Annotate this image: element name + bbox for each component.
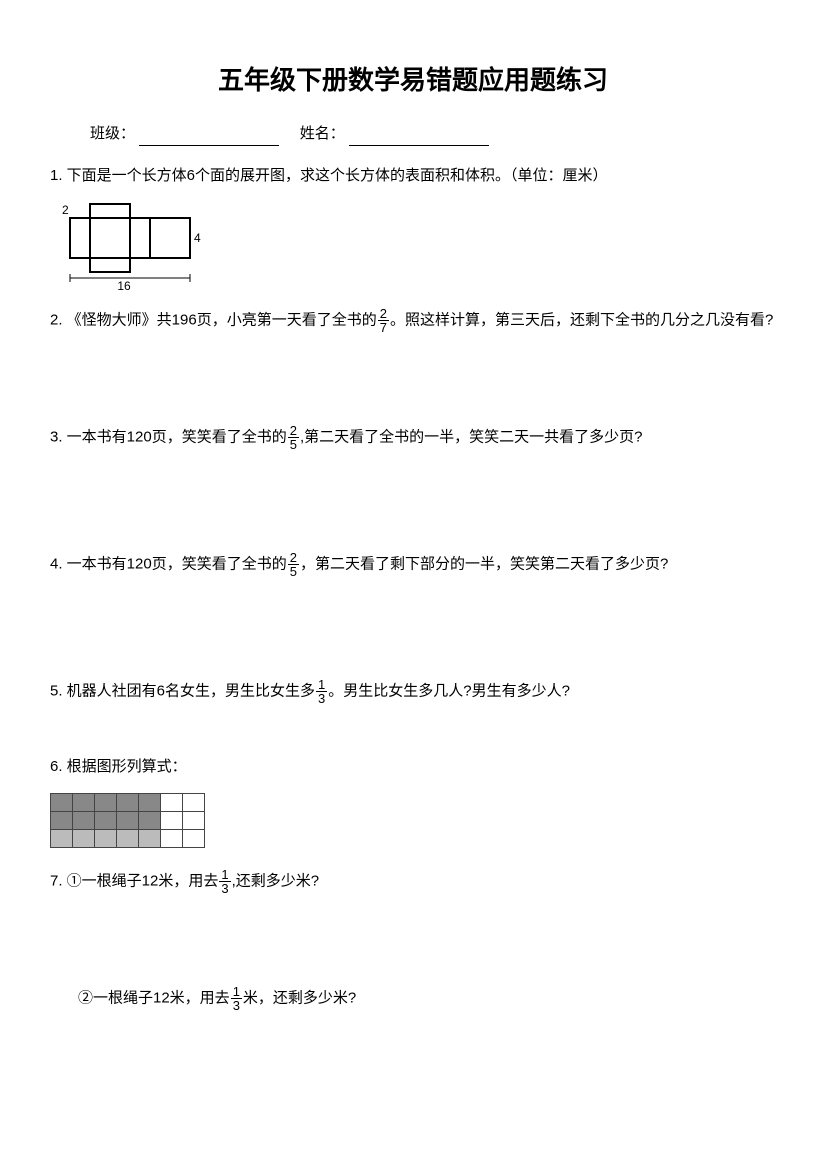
- q3-part-b: ,第二天看了全书的一半，笑笑二天一共看了多少页?: [300, 428, 643, 445]
- grid-cell: [51, 829, 73, 847]
- name-label: 姓名：: [300, 125, 345, 142]
- dim-right: 4: [194, 231, 201, 245]
- dim-top: 2: [62, 203, 69, 217]
- grid-cell: [95, 793, 117, 811]
- cuboid-net-svg: 2 4 16: [50, 198, 210, 293]
- q1-figure: 2 4 16: [50, 198, 776, 301]
- grid-cell: [117, 793, 139, 811]
- question-7-2: ②一根绳子12米，用去13米，还剩多少米?: [50, 985, 776, 1012]
- question-6: 6. 根据图形列算式：: [50, 755, 776, 779]
- q2-part-a: 2. 《怪物大师》共196页，小亮第一天看了全书的: [50, 311, 377, 328]
- q4-part-b: ，第二天看了剩下部分的一半，笑笑第二天看了多少页?: [300, 555, 668, 572]
- q7-fraction: 13: [219, 868, 230, 895]
- class-label: 班级：: [90, 125, 135, 142]
- grid-cell: [161, 829, 183, 847]
- grid-cell: [117, 829, 139, 847]
- q4-part-a: 4. 一本书有120页，笑笑看了全书的: [50, 555, 287, 572]
- q2-fraction: 27: [378, 307, 389, 334]
- grid-cell: [183, 829, 205, 847]
- question-4: 4. 一本书有120页，笑笑看了全书的25，第二天看了剩下部分的一半，笑笑第二天…: [50, 551, 776, 578]
- question-5: 5. 机器人社团有6名女生，男生比女生多13。男生比女生多几人?男生有多少人?: [50, 678, 776, 705]
- q6-grid-figure: [50, 793, 205, 848]
- grid-cell: [95, 829, 117, 847]
- grid-cell: [183, 811, 205, 829]
- q5-part-a: 5. 机器人社团有6名女生，男生比女生多: [50, 682, 315, 699]
- question-3: 3. 一本书有120页，笑笑看了全书的25,第二天看了全书的一半，笑笑二天一共看…: [50, 424, 776, 451]
- grid-cell: [73, 829, 95, 847]
- q7c-part-a: ②一根绳子12米，用去: [78, 989, 230, 1006]
- grid-cell: [51, 811, 73, 829]
- q7c-part-b: 米，还剩多少米?: [243, 989, 356, 1006]
- grid-cell: [139, 793, 161, 811]
- grid-cell: [183, 793, 205, 811]
- q4-fraction: 25: [288, 551, 299, 578]
- grid-cell: [117, 811, 139, 829]
- class-blank[interactable]: [139, 128, 279, 146]
- q7-part-a: 7. ①一根绳子12米，用去: [50, 872, 218, 889]
- page-title: 五年级下册数学易错题应用题练习: [50, 60, 776, 102]
- name-blank[interactable]: [349, 128, 489, 146]
- question-1: 1. 下面是一个长方体6个面的展开图，求这个长方体的表面积和体积。（单位：厘米）: [50, 164, 776, 188]
- grid-cell: [51, 793, 73, 811]
- question-7-1: 7. ①一根绳子12米，用去13,还剩多少米?: [50, 868, 776, 895]
- q2-part-b: 。照这样计算，第三天后，还剩下全书的几分之几没有看?: [390, 311, 773, 328]
- grid-cell: [139, 829, 161, 847]
- dim-bottom: 16: [117, 279, 131, 293]
- q5-part-b: 。男生比女生多几人?男生有多少人?: [328, 682, 570, 699]
- grid-cell: [73, 793, 95, 811]
- grid-cell: [161, 793, 183, 811]
- student-info-line: 班级： 姓名：: [50, 122, 776, 146]
- grid-cell: [161, 811, 183, 829]
- q3-part-a: 3. 一本书有120页，笑笑看了全书的: [50, 428, 287, 445]
- q3-fraction: 25: [288, 424, 299, 451]
- question-2: 2. 《怪物大师》共196页，小亮第一天看了全书的27。照这样计算，第三天后，还…: [50, 307, 776, 334]
- grid-cell: [95, 811, 117, 829]
- q5-fraction: 13: [316, 678, 327, 705]
- grid-cell: [139, 811, 161, 829]
- q7-part-b: ,还剩多少米?: [232, 872, 320, 889]
- grid-cell: [73, 811, 95, 829]
- q7c-fraction: 13: [231, 985, 242, 1012]
